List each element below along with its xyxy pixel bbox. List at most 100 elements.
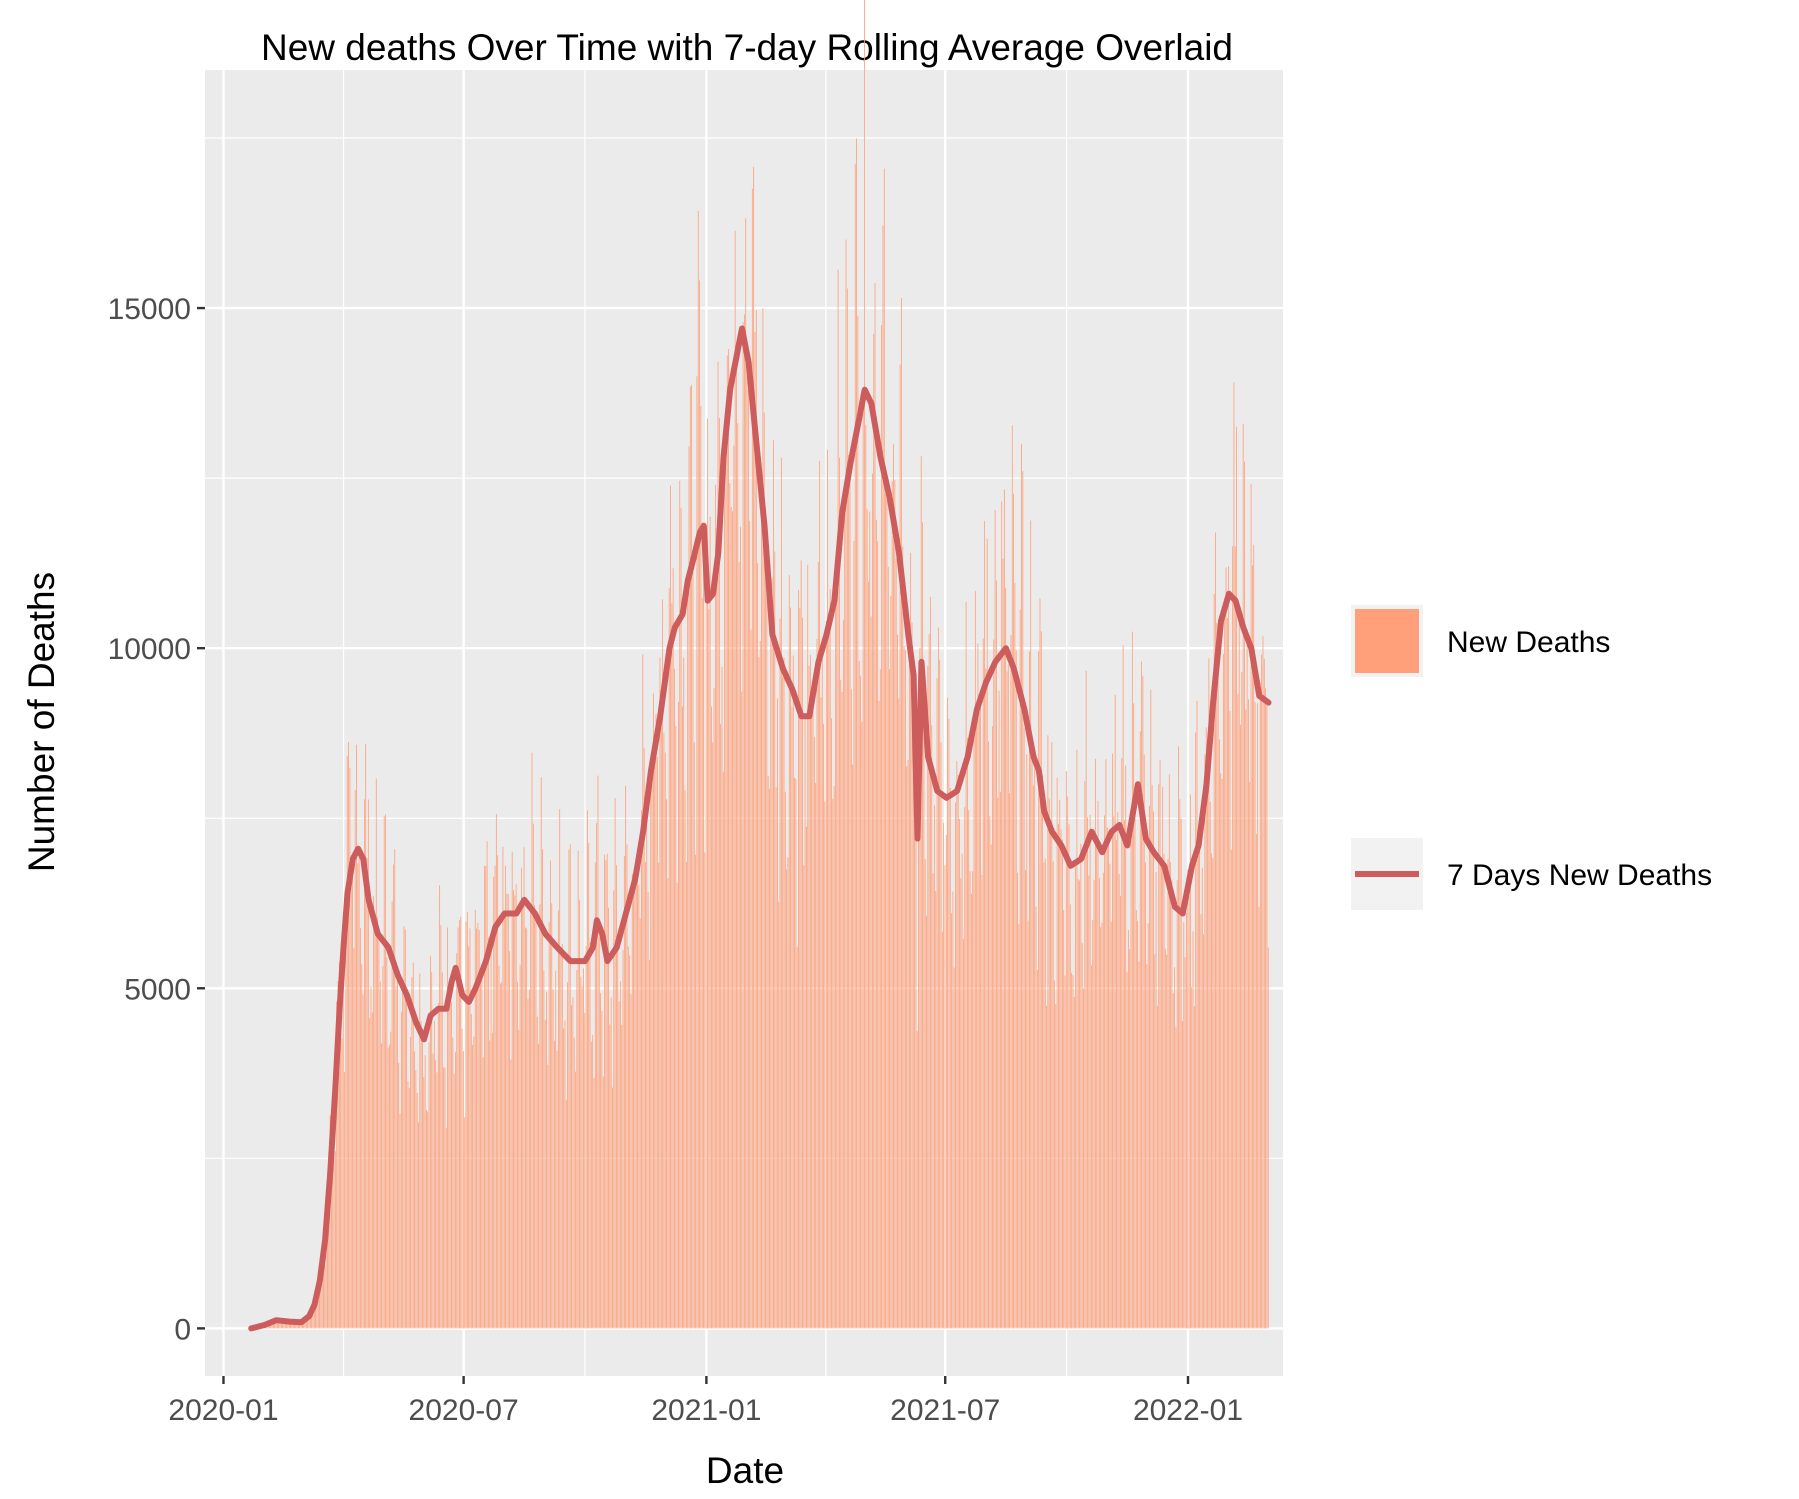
new-deaths-bar <box>771 578 773 1329</box>
new-deaths-bar <box>675 725 677 1329</box>
new-deaths-bar <box>585 946 587 1329</box>
new-deaths-bar <box>524 927 526 1329</box>
new-deaths-bar <box>802 617 803 1329</box>
new-deaths-bar <box>812 680 814 1329</box>
new-deaths-bar <box>338 962 340 1329</box>
new-deaths-bar <box>1112 753 1113 1329</box>
new-deaths-bar <box>1238 608 1240 1329</box>
new-deaths-bar <box>908 632 910 1329</box>
new-deaths-bar <box>841 691 843 1329</box>
new-deaths-bar <box>1184 957 1186 1329</box>
new-deaths-bar <box>1003 489 1005 1329</box>
new-deaths-bar <box>513 889 514 1329</box>
new-deaths-bar <box>494 865 496 1329</box>
new-deaths-bar <box>819 460 821 1329</box>
new-deaths-bar <box>709 516 711 1329</box>
new-deaths-bar <box>579 899 580 1329</box>
new-deaths-bar <box>431 972 433 1329</box>
new-deaths-bar <box>484 866 485 1329</box>
new-deaths-bar <box>325 1252 327 1329</box>
new-deaths-bar <box>382 966 384 1329</box>
new-deaths-bar <box>638 884 640 1329</box>
new-deaths-bar <box>932 873 934 1329</box>
new-deaths-bar <box>769 788 770 1329</box>
new-deaths-bar <box>476 928 477 1329</box>
new-deaths-bar <box>728 348 729 1329</box>
new-deaths-bar <box>572 997 574 1329</box>
new-deaths-bar <box>308 1316 310 1329</box>
new-deaths-bar <box>894 480 896 1329</box>
new-deaths-bar <box>1183 922 1185 1329</box>
new-deaths-bar <box>659 657 661 1329</box>
new-deaths-bar <box>609 1024 611 1329</box>
new-deaths-bar <box>625 785 627 1329</box>
new-deaths-bar <box>400 1011 402 1329</box>
new-deaths-bar <box>344 1072 346 1329</box>
new-deaths-bar <box>478 929 480 1329</box>
new-deaths-bar <box>623 855 625 1329</box>
new-deaths-bar <box>977 643 979 1329</box>
new-deaths-bar <box>530 906 532 1329</box>
new-deaths-bar <box>333 1137 335 1329</box>
new-deaths-bar <box>999 791 1001 1329</box>
new-deaths-bar <box>965 601 967 1329</box>
new-deaths-bar <box>381 1043 382 1329</box>
new-deaths-bar <box>1259 683 1261 1329</box>
new-deaths-bar <box>1030 520 1032 1329</box>
new-deaths-bar <box>440 925 442 1329</box>
new-deaths-bar <box>674 668 675 1329</box>
new-deaths-bar <box>287 1322 289 1329</box>
new-deaths-bar <box>862 396 864 1329</box>
new-deaths-bar <box>275 1319 277 1329</box>
new-deaths-bar <box>860 675 861 1329</box>
new-deaths-bar <box>944 865 946 1329</box>
new-deaths-bar <box>1110 921 1112 1329</box>
new-deaths-bar <box>671 603 673 1329</box>
y-tick-label: 10000 <box>108 633 191 666</box>
new-deaths-bar <box>664 752 666 1329</box>
new-deaths-bar <box>931 725 933 1329</box>
new-deaths-bar <box>691 384 693 1329</box>
new-deaths-bar <box>464 1117 466 1329</box>
new-deaths-bar <box>394 849 396 1329</box>
new-deaths-bar <box>1204 754 1206 1329</box>
new-deaths-bar <box>316 1299 318 1329</box>
new-deaths-bar <box>1176 880 1178 1329</box>
new-deaths-bar <box>879 669 881 1329</box>
new-deaths-bar <box>711 706 712 1329</box>
new-deaths-bar <box>952 891 954 1329</box>
new-deaths-bar <box>953 967 955 1329</box>
new-deaths-bar <box>370 986 372 1329</box>
new-deaths-bar <box>576 970 578 1329</box>
new-deaths-bar <box>647 892 649 1329</box>
new-deaths-bar <box>299 1322 301 1329</box>
new-deaths-bar <box>782 676 784 1329</box>
new-deaths-bar <box>1201 867 1203 1329</box>
new-deaths-bar <box>503 910 505 1329</box>
new-deaths-bar <box>778 901 780 1329</box>
new-deaths-bar <box>481 975 483 1329</box>
new-deaths-bar <box>375 778 377 1329</box>
new-deaths-bar <box>507 893 509 1329</box>
new-deaths-bar <box>930 596 931 1329</box>
new-deaths-bar <box>1159 759 1161 1329</box>
new-deaths-bar <box>534 905 536 1329</box>
new-deaths-bar <box>561 944 563 1329</box>
new-deaths-bar <box>456 953 458 1329</box>
new-deaths-bar <box>286 1322 287 1329</box>
new-deaths-bar <box>320 1267 322 1329</box>
new-deaths-bar <box>869 511 871 1329</box>
new-deaths-bar <box>404 929 406 1329</box>
new-deaths-bar <box>488 937 489 1329</box>
new-deaths-bar <box>945 834 947 1329</box>
new-deaths-bar <box>978 702 980 1329</box>
new-deaths-bar <box>854 164 856 1329</box>
new-deaths-bar <box>842 619 844 1329</box>
new-deaths-bar <box>1133 703 1135 1329</box>
new-deaths-bar <box>502 846 504 1329</box>
new-deaths-bar <box>1208 658 1210 1329</box>
new-deaths-bar <box>415 1070 417 1329</box>
new-deaths-bar <box>518 1029 520 1329</box>
new-deaths-bar <box>1172 993 1174 1329</box>
new-deaths-bar <box>559 809 561 1329</box>
